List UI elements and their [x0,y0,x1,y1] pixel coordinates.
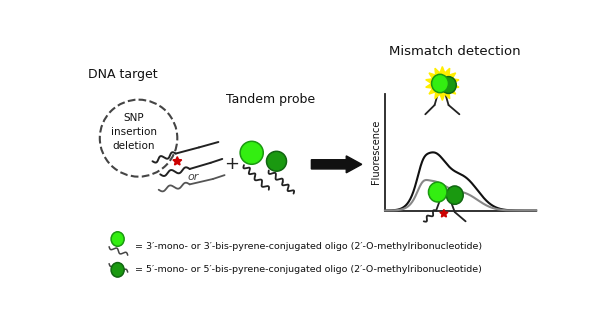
Text: Tandem probe: Tandem probe [226,93,315,106]
Ellipse shape [111,232,124,246]
Ellipse shape [430,183,445,201]
Ellipse shape [113,233,122,245]
Text: Fluorescence: Fluorescence [371,120,381,184]
Ellipse shape [446,186,463,204]
Text: Mismatch detection: Mismatch detection [389,45,521,58]
Text: SNP
insertion
deletion: SNP insertion deletion [111,113,157,151]
Ellipse shape [266,151,287,171]
Text: = 5′-mono- or 5′-bis-pyrene-conjugated oligo (2′-O-methylribonucleotide): = 5′-mono- or 5′-bis-pyrene-conjugated o… [134,265,482,274]
Text: +: + [224,155,239,173]
Text: or: or [187,172,199,182]
Polygon shape [173,157,182,165]
Ellipse shape [428,182,447,202]
FancyArrow shape [311,156,362,173]
Text: DNA target: DNA target [88,68,158,81]
Ellipse shape [268,153,285,170]
Ellipse shape [113,264,122,276]
Ellipse shape [433,76,447,91]
Polygon shape [426,67,459,100]
Ellipse shape [442,78,455,92]
Polygon shape [440,209,448,217]
Text: = 3′-mono- or 3′-bis-pyrene-conjugated oligo (2′-O-methylribonucleotide): = 3′-mono- or 3′-bis-pyrene-conjugated o… [134,242,482,251]
Ellipse shape [111,263,124,277]
Ellipse shape [240,141,263,164]
Ellipse shape [448,187,462,203]
Ellipse shape [431,74,449,93]
Ellipse shape [441,77,457,93]
Ellipse shape [242,143,262,163]
